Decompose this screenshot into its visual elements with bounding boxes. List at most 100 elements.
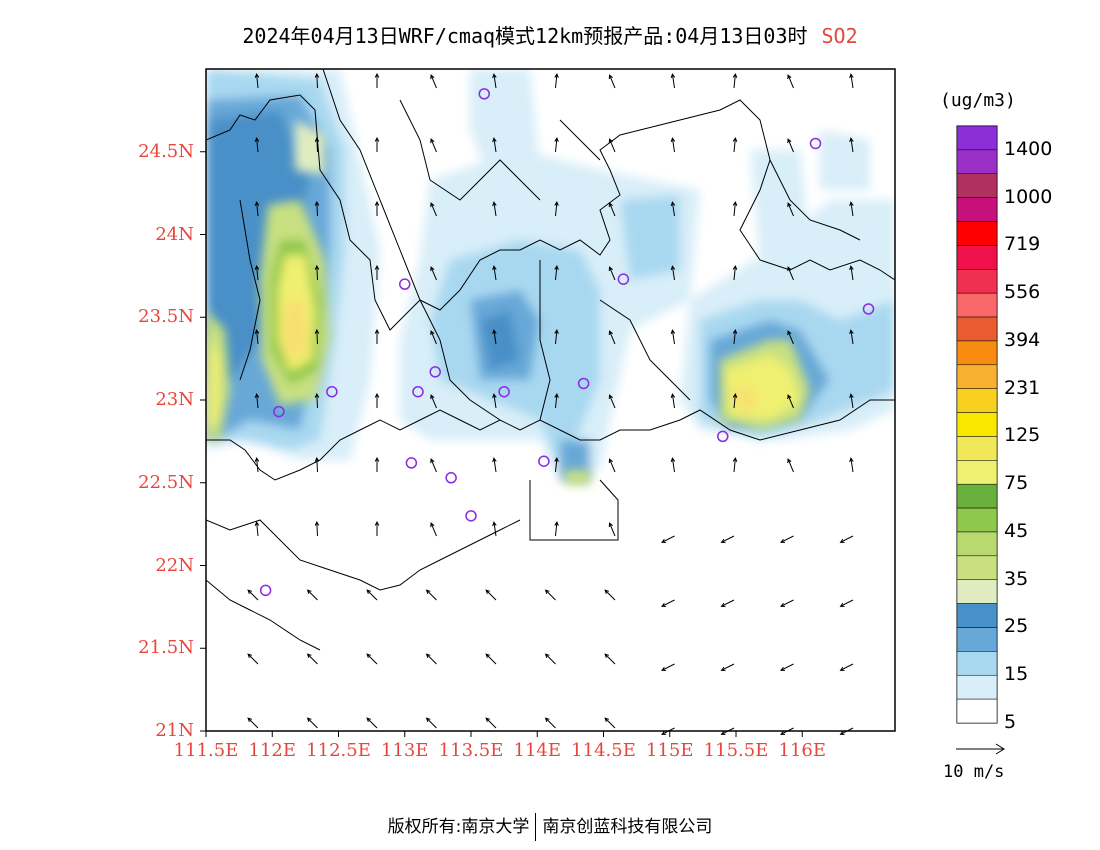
colorbar-swatch <box>956 269 998 294</box>
station-marker <box>399 278 411 290</box>
colorbar-swatch <box>956 531 998 557</box>
wind-arrow <box>787 330 794 345</box>
wind-arrow <box>314 264 320 281</box>
wind-arrow <box>732 392 738 409</box>
wind-arrow <box>254 392 260 409</box>
wind-arrow <box>374 392 380 408</box>
wind-arrow <box>849 265 854 281</box>
concentration-field <box>206 69 895 485</box>
wind-arrow <box>254 72 260 89</box>
colorbar-label: 719 <box>1004 233 1041 256</box>
station-marker <box>538 455 550 467</box>
wind-arrow <box>604 589 616 601</box>
wind-arrow <box>247 717 259 729</box>
lon-tick-label: 113E <box>381 740 429 761</box>
wind-arrow <box>314 328 320 345</box>
wind-arrow <box>849 73 854 89</box>
station-marker <box>412 385 424 398</box>
wind-arrow <box>430 394 437 409</box>
wind-arrow <box>732 136 738 153</box>
colorbar-label: 5 <box>1004 711 1017 733</box>
wind-arrow <box>670 265 676 281</box>
wind-arrow <box>787 458 794 473</box>
wind-arrow <box>787 202 794 217</box>
footer-credits: 版权所有:南京大学 南京创蓝科技有限公司 <box>0 812 1100 841</box>
lon-tick-label: 114.5E <box>571 740 636 761</box>
lat-tick-label: 24N <box>155 223 194 245</box>
wind-arrow <box>314 136 320 153</box>
map-title: 2024年04月13日WRF/cmaq模式12km预报产品:04月13日03时 S… <box>0 20 1100 49</box>
colorbar-swatch <box>956 340 998 366</box>
wind-arrow <box>492 265 497 281</box>
lon-tick-label: 112.5E <box>306 740 371 761</box>
colorbar-label: 15 <box>1004 663 1029 686</box>
colorbar-swatch <box>956 125 998 151</box>
colorbar-swatch <box>956 555 998 580</box>
wind-arrow <box>306 717 318 729</box>
wind-arrow <box>306 653 318 665</box>
lat-tick-label: 23N <box>155 389 194 410</box>
station-marker <box>273 405 285 418</box>
colorbar-swatch <box>956 412 998 437</box>
lon-tick-label: 115E <box>646 740 694 761</box>
wind-arrow <box>608 394 616 409</box>
lon-tick-label: 115.5E <box>703 740 769 761</box>
lat-tick-label: 21N <box>155 720 194 741</box>
wind-arrow <box>839 535 854 543</box>
colorbar-swatch <box>956 579 998 604</box>
station-marker <box>717 430 729 443</box>
colorbar-swatch <box>956 197 998 222</box>
wind-arrow <box>661 663 675 671</box>
wind-arrow <box>608 138 616 153</box>
wind-arrow <box>732 328 738 345</box>
wind-arrow <box>554 136 559 153</box>
wind-arrow <box>720 535 735 543</box>
wind-arrow <box>374 72 380 88</box>
wind-arrow <box>780 599 794 607</box>
wind-arrow <box>374 264 380 280</box>
lon-tick-label: 111.5E <box>173 740 239 761</box>
colorbar-swatch <box>956 603 998 628</box>
colorbar-swatch <box>956 483 998 509</box>
footer-right: 南京创蓝科技有限公司 <box>542 817 713 837</box>
wind-arrow <box>849 201 854 217</box>
lat-tick-label: 24.5N <box>138 140 194 162</box>
wind-arrow <box>254 200 260 217</box>
wind-arrow <box>492 393 497 409</box>
wind-arrow <box>430 458 437 473</box>
colorbar-label: 45 <box>1004 519 1029 542</box>
wind-arrow <box>254 456 260 473</box>
wind-arrow <box>780 663 794 671</box>
wind-arrow <box>425 589 437 601</box>
wind-arrow <box>254 136 260 153</box>
wind-arrow <box>732 264 738 281</box>
colorbar-swatch <box>956 245 998 270</box>
lat-tick-label: 22N <box>155 554 194 576</box>
boundaries <box>206 69 895 651</box>
wind-arrow <box>425 653 437 665</box>
colorbar-swatch <box>956 221 998 246</box>
colorbar-swatch <box>956 698 998 724</box>
wind-arrow <box>492 137 497 153</box>
wind-arrow <box>430 330 437 345</box>
colorbar-swatch <box>956 316 998 342</box>
axis-ticks <box>200 151 803 737</box>
colorbar-label: 25 <box>1004 615 1029 638</box>
wind-arrow <box>430 522 437 537</box>
wind-arrow <box>430 202 437 217</box>
wind-arrow <box>366 653 378 665</box>
wind-arrow <box>670 329 676 345</box>
wind-arrow <box>839 663 854 671</box>
wind-arrow <box>374 136 380 152</box>
station-marker <box>445 472 457 484</box>
wind-arrow <box>374 456 380 472</box>
wind-arrow <box>544 653 556 665</box>
species-label: SO2 <box>821 24 858 48</box>
colorbar-swatch <box>956 292 998 318</box>
wind-arrow <box>732 456 738 473</box>
wind-arrow <box>670 457 676 473</box>
colorbar-label: 75 <box>1004 472 1029 495</box>
wind-arrow <box>492 329 497 345</box>
wind-arrow <box>608 266 616 281</box>
lat-tick-label: 22.5N <box>138 471 194 493</box>
